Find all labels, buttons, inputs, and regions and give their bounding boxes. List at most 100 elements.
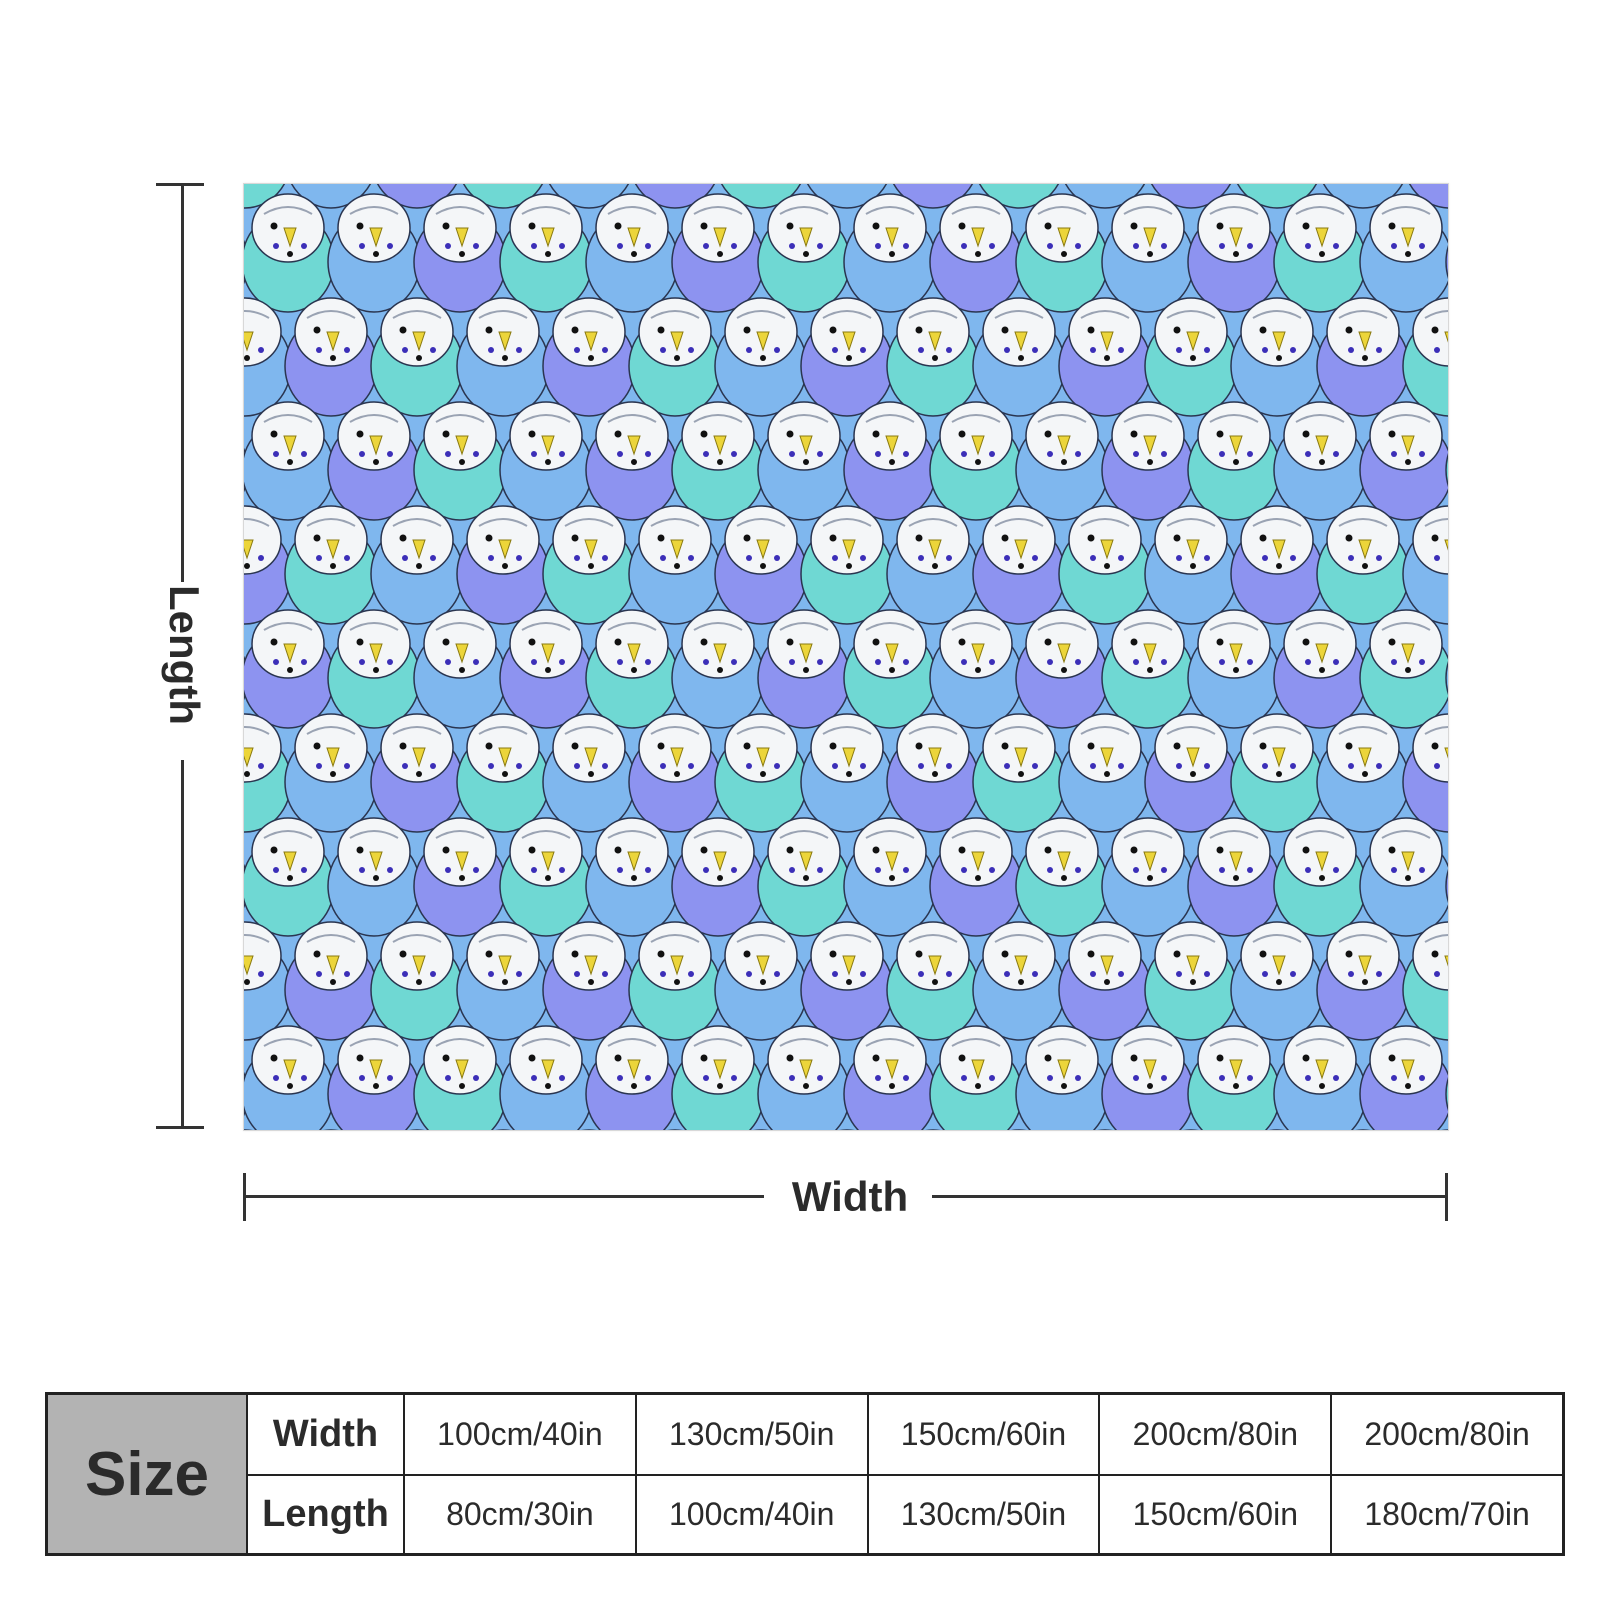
budgie-head: [1402, 505, 1448, 625]
budgie-head: [1015, 609, 1109, 729]
budgie-head: [1445, 660, 1448, 696]
budgie-head: [542, 713, 636, 833]
length-cell: 150cm/60in: [1098, 1474, 1331, 1553]
size-table: Size Width 100cm/40in 130cm/50in 150cm/6…: [45, 1392, 1565, 1556]
budgie-head: [800, 505, 894, 625]
budgie-head: [1359, 193, 1448, 313]
budgie-head: [800, 713, 894, 833]
budgie-head: [456, 505, 550, 625]
budgie-head: [714, 713, 808, 833]
budgie-head: [886, 713, 980, 833]
budgie-head: [929, 609, 1023, 729]
length-top-tick: [156, 183, 204, 186]
budgie-head: [929, 193, 1023, 313]
budgie-head: [1273, 817, 1367, 937]
budgie-head: [843, 817, 937, 937]
budgie-head: [244, 401, 335, 521]
budgie-head: [1187, 401, 1281, 521]
budgie-head: [757, 193, 851, 313]
length-label: Length: [161, 585, 208, 725]
budgie-head: [1273, 401, 1367, 521]
budgie-head: [1445, 868, 1448, 904]
budgie-head: [370, 297, 464, 417]
budgie-head: [671, 193, 765, 313]
budgie-head: [1230, 921, 1324, 1041]
budgie-head: [499, 817, 593, 937]
budgie-head: [327, 401, 421, 521]
width-right-tick: [1445, 1173, 1448, 1221]
budgie-head: [1187, 1025, 1281, 1130]
budgie-pattern-illustration: [244, 184, 1448, 1130]
budgie-head: [413, 193, 507, 313]
budgie-head: [1316, 505, 1410, 625]
length-cell: 100cm/40in: [634, 1474, 867, 1553]
width-cell: 200cm/80in: [1098, 1395, 1331, 1474]
budgie-head: [244, 817, 335, 937]
budgie-head: [327, 1025, 421, 1130]
budgie-head: [1445, 244, 1448, 280]
budgie-head: [456, 921, 550, 1041]
budgie-head: [1144, 297, 1238, 417]
budgie-head: [671, 1025, 765, 1130]
budgie-head: [1230, 297, 1324, 417]
budgie-head: [1144, 505, 1238, 625]
budgie-head: [671, 817, 765, 937]
budgie-head: [1359, 1025, 1448, 1130]
budgie-head: [585, 609, 679, 729]
budgie-head: [671, 609, 765, 729]
width-cell: 100cm/40in: [403, 1395, 635, 1474]
budgie-head: [929, 401, 1023, 521]
budgie-head: [284, 505, 378, 625]
budgie-head: [1101, 609, 1195, 729]
budgie-head: [370, 505, 464, 625]
length-cell: 180cm/70in: [1330, 1474, 1562, 1553]
width-cell: 200cm/80in: [1330, 1395, 1562, 1474]
budgie-head: [327, 193, 421, 313]
budgie-head: [972, 297, 1066, 417]
budgie-head: [714, 921, 808, 1041]
length-line-top: [181, 184, 184, 582]
budgie-head: [327, 609, 421, 729]
budgie-head: [929, 817, 1023, 937]
budgie-head: [1015, 817, 1109, 937]
budgie-head: [413, 1025, 507, 1130]
blanket-product-image: [243, 183, 1449, 1131]
length-line-bottom: [181, 760, 184, 1128]
budgie-head: [370, 921, 464, 1041]
budgie-head: [499, 401, 593, 521]
budgie-head: [1187, 817, 1281, 937]
budgie-head: [1445, 452, 1448, 488]
budgie-head: [284, 713, 378, 833]
budgie-head: [244, 921, 292, 1041]
budgie-head: [499, 193, 593, 313]
budgie-head: [244, 193, 335, 313]
budgie-head: [1144, 921, 1238, 1041]
width-line-left: [244, 1195, 764, 1198]
budgie-head: [585, 817, 679, 937]
budgie-head: [1187, 609, 1281, 729]
budgie-head: [1058, 713, 1152, 833]
budgie-head: [1101, 193, 1195, 313]
budgie-head: [757, 609, 851, 729]
budgie-head: [843, 193, 937, 313]
budgie-head: [1316, 297, 1410, 417]
budgie-head: [284, 297, 378, 417]
budgie-head: [1144, 713, 1238, 833]
budgie-head: [843, 1025, 937, 1130]
budgie-head: [1316, 921, 1410, 1041]
width-line-right: [932, 1195, 1446, 1198]
budgie-head: [542, 505, 636, 625]
budgie-head: [886, 921, 980, 1041]
budgie-head: [1187, 193, 1281, 313]
budgie-head: [1273, 609, 1367, 729]
length-cell: 130cm/50in: [866, 1474, 1099, 1553]
budgie-head: [1101, 401, 1195, 521]
budgie-head: [972, 921, 1066, 1041]
budgie-head: [1101, 1025, 1195, 1130]
budgie-head: [1445, 1076, 1448, 1112]
budgie-head: [244, 184, 286, 209]
budgie-head: [1230, 713, 1324, 833]
budgie-head: [585, 193, 679, 313]
budgie-head: [671, 401, 765, 521]
budgie-head: [1273, 1025, 1367, 1130]
